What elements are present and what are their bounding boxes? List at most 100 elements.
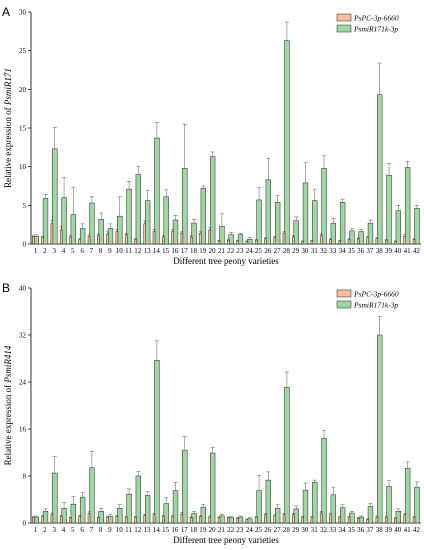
bar-series1	[180, 513, 184, 524]
x-tick-label: 22	[227, 247, 235, 255]
bar-series1	[394, 241, 397, 245]
bar-series2	[284, 40, 290, 245]
y-axis-title-prefix: Relative expression of	[3, 105, 13, 188]
bar-series2	[135, 475, 142, 524]
bar-series1	[338, 516, 342, 524]
y-tick-label: 15	[19, 125, 27, 133]
x-tick-label: 14	[153, 526, 161, 534]
x-tick-label: 22	[227, 526, 235, 534]
bar-series1	[78, 516, 82, 524]
x-tick-label: 29	[292, 526, 300, 534]
bar-series1	[338, 240, 342, 245]
bar-series1	[87, 236, 91, 245]
legend: PsPC-3p-6660 PsmiR171k-3p	[336, 13, 399, 34]
x-tick-label: 40	[394, 526, 402, 534]
x-tick-label: 1	[34, 247, 38, 255]
y-tick-label: 0	[23, 241, 27, 249]
x-tick-label: 39	[385, 247, 393, 255]
x-tick-label: 8	[99, 247, 103, 255]
bar-series1	[375, 238, 379, 245]
bar-series2	[265, 179, 272, 245]
x-tick-label: 7	[90, 526, 94, 534]
x-tick-label: 33	[329, 247, 337, 255]
x-tick-label: 40	[394, 247, 402, 255]
bar-series1	[264, 514, 267, 524]
bar-series1	[199, 516, 202, 524]
bar-series1	[301, 516, 304, 524]
bar-series2	[154, 137, 160, 245]
x-tick-label: 15	[162, 247, 170, 255]
legend-swatch	[336, 289, 352, 298]
bar-series1	[162, 236, 165, 245]
y-tick-label: 8	[23, 473, 27, 481]
bar-series1	[143, 515, 147, 524]
x-tick-label: 35	[348, 247, 356, 255]
x-tick-label: 11	[125, 526, 132, 534]
bar-series1	[412, 239, 416, 245]
bar-series1	[59, 229, 63, 245]
y-axis-title-prefix: Relative expression of	[3, 383, 13, 466]
x-tick-label: 38	[376, 247, 384, 255]
x-tick-label: 6	[80, 526, 84, 534]
x-tick-label: 1	[34, 526, 38, 534]
bar-series1	[347, 516, 351, 524]
y-axis-title: Relative expression of PsmiR171	[3, 68, 13, 188]
bar-series1	[366, 237, 369, 245]
bar-series1	[347, 239, 351, 245]
bar-series1	[69, 236, 72, 245]
y-tick-label: 25	[19, 47, 27, 55]
x-tick-label: 36	[357, 247, 365, 255]
x-tick-label: 17	[181, 247, 189, 255]
bar-series2	[284, 387, 290, 524]
bar-series1	[319, 512, 323, 524]
x-tick-label: 5	[71, 247, 75, 255]
x-tick-label: 26	[264, 247, 272, 255]
bar-series2	[377, 334, 383, 524]
bar-series1	[106, 516, 109, 524]
bar-series1	[208, 516, 212, 524]
bar-series1	[97, 517, 100, 524]
bar-series1	[208, 229, 212, 245]
x-tick-label: 8	[99, 526, 103, 534]
bar-series1	[357, 238, 360, 245]
bar-series1	[254, 239, 258, 245]
y-axis-title-gene: PsmiR171	[3, 68, 13, 106]
x-tick-label: 24	[246, 247, 254, 255]
x-tick-label: 9	[108, 526, 112, 534]
x-tick-label: 41	[404, 247, 412, 255]
x-tick-label: 3	[52, 247, 56, 255]
bar-series2	[154, 360, 160, 524]
x-tick-label: 32	[320, 247, 328, 255]
bar-series1	[273, 237, 277, 245]
bar-series1	[384, 516, 388, 524]
x-tick-label: 30	[301, 526, 309, 534]
y-tick-label: 16	[19, 426, 27, 434]
x-tick-label: 17	[181, 526, 189, 534]
bar-series1	[50, 514, 54, 524]
legend-label: PsPC-3p-6660	[353, 290, 399, 299]
bar-series1	[134, 516, 137, 524]
bar-series1	[227, 239, 230, 245]
x-tick-label: 34	[339, 247, 347, 255]
legend-swatch	[336, 13, 352, 22]
x-tick-label: 25	[255, 247, 263, 255]
bar-series2	[395, 210, 402, 245]
bar-series1	[152, 231, 156, 245]
legend: PsPC-3p-6660 PsmiR171k-3p	[336, 289, 399, 310]
bar-series1	[366, 519, 369, 524]
x-tick-label: 29	[292, 247, 300, 255]
panel-label: A	[2, 5, 10, 19]
bar-series1	[50, 223, 54, 245]
bar-series1	[403, 514, 407, 524]
bar-series2	[339, 201, 346, 245]
bar-series1	[403, 236, 407, 245]
x-tick-label: 20	[209, 526, 217, 534]
bar-series1	[97, 235, 100, 245]
bar-series1	[59, 516, 63, 524]
x-tick-label: 31	[311, 526, 319, 534]
bar-series1	[189, 517, 193, 524]
x-tick-label: 5	[71, 526, 75, 534]
bar-series1	[171, 516, 174, 524]
bar-series1	[180, 232, 184, 245]
